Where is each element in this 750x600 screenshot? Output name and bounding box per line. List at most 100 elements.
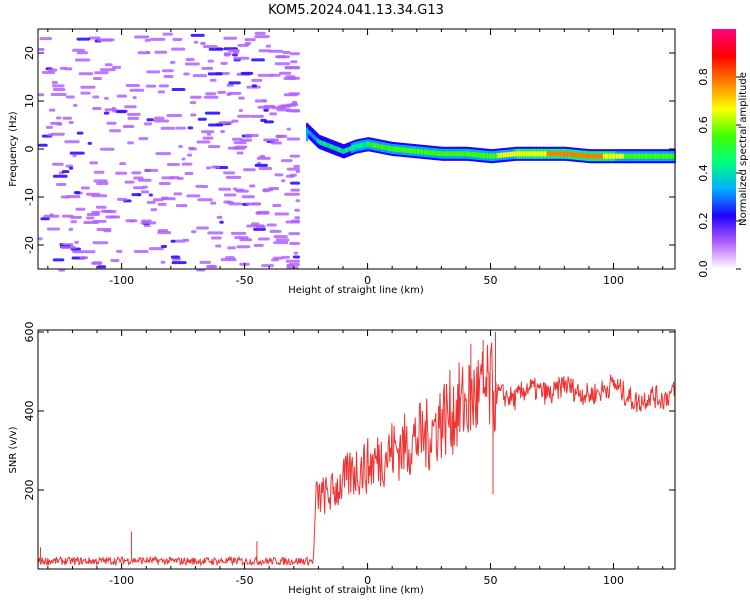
spectrogram-noise-cell xyxy=(254,163,268,167)
spectrogram-noise-cell xyxy=(257,237,270,241)
snr-xtick-label: 0 xyxy=(364,574,371,587)
spectrogram-noise-cell xyxy=(278,71,292,75)
spectrogram-noise-cell xyxy=(202,185,209,189)
spectrogram-band-cell xyxy=(588,153,592,159)
spectrogram-noise-cell xyxy=(171,88,186,92)
spectrogram-noise-cell xyxy=(52,174,68,178)
spectrogram-band-cell xyxy=(585,153,588,159)
spectrogram-noise-cell xyxy=(269,112,278,116)
spectrogram-noise-cell xyxy=(72,48,85,52)
spectrogram-band-cell xyxy=(359,143,362,149)
spectrogram-band-cell xyxy=(564,151,567,157)
spectrogram-noise-cell xyxy=(230,231,247,235)
spectrogram-noise-cell xyxy=(86,213,100,217)
spectrogram-noise-cell xyxy=(169,60,176,64)
spectrogram-noise-cell xyxy=(260,118,267,122)
spectrogram-noise-cell xyxy=(223,52,232,56)
spectrogram-band-cell xyxy=(326,142,328,148)
spectrogram-noise-cell xyxy=(93,170,105,174)
spectrogram-noise-cell xyxy=(289,241,300,245)
spectrogram-noise-cell xyxy=(103,111,110,115)
spectrogram-band-cell xyxy=(513,151,516,157)
spectrogram-band-cell xyxy=(632,153,636,159)
spectrogram-band-cell xyxy=(661,153,666,159)
spectrogram-band-cell xyxy=(627,153,631,159)
spectrogram-noise-cell xyxy=(210,201,217,205)
spectrogram-noise-cell xyxy=(40,217,50,221)
spectrogram-band-cell xyxy=(319,139,321,145)
spectrogram-band-cell xyxy=(352,145,355,151)
spectrogram-band-cell xyxy=(380,144,383,150)
spectrogram-noise-cell xyxy=(175,204,188,208)
spectrogram-noise-cell xyxy=(258,49,271,53)
spectrogram-ytick-label: -10 xyxy=(23,188,36,206)
spectrogram-noise-cell xyxy=(254,99,268,103)
spectrogram-noise-cell xyxy=(190,95,202,99)
spectrogram-band-cell xyxy=(334,145,336,151)
spectrogram-noise-cell xyxy=(238,96,245,100)
spectrogram-noise-cell xyxy=(160,244,168,248)
spectrogram-noise-cell xyxy=(286,127,291,131)
spectrogram-noise-cell xyxy=(263,138,279,142)
spectrogram-noise-cell xyxy=(244,38,256,42)
spectrogram-noise-cell xyxy=(261,264,274,268)
spectrogram-band-cell xyxy=(329,143,332,149)
spectrogram-noise-cell xyxy=(184,171,194,175)
spectrogram-band-cell xyxy=(369,142,372,148)
spectrogram-band-cell xyxy=(651,153,655,159)
spectrogram-noise-cell xyxy=(220,61,228,65)
spectrogram-noise-cell xyxy=(160,126,176,130)
spectrogram-band-cell xyxy=(546,151,550,157)
spectrogram-noise-cell xyxy=(181,162,193,166)
spectrogram-noise-cell xyxy=(184,62,200,66)
spectrogram-noise-cell xyxy=(72,250,85,254)
spectrogram-noise-cell xyxy=(283,93,298,97)
spectrogram-band-cell xyxy=(629,153,632,159)
spectrogram-band-cell xyxy=(656,153,660,159)
spectrogram-xtick-label: -50 xyxy=(236,274,254,287)
spectrogram-noise-cell xyxy=(220,130,225,134)
spectrogram-noise-cell xyxy=(126,112,141,116)
spectrogram-noise-cell xyxy=(52,162,64,166)
spectrogram-band-cell xyxy=(478,152,481,158)
snr-xtick-label: -100 xyxy=(109,574,134,587)
spectrogram-band-cell xyxy=(553,151,557,157)
spectrogram-band-cell xyxy=(333,145,335,151)
spectrogram-band-cell xyxy=(502,152,506,158)
spectrogram-band-cell xyxy=(372,142,375,148)
spectrogram-band-cell xyxy=(416,148,420,154)
spectrogram-band-cell xyxy=(574,152,578,158)
spectrogram-band-cell xyxy=(530,151,534,157)
spectrogram-band-cell xyxy=(625,153,629,159)
spectrogram-noise-cell xyxy=(170,255,181,259)
spectrogram-noise-cell xyxy=(158,84,169,88)
spectrogram-noise-cell xyxy=(138,178,152,182)
spectrogram-noise-cell xyxy=(288,232,300,236)
spectrogram-band-cell xyxy=(608,153,611,159)
spectrogram-noise-cell xyxy=(86,192,101,196)
spectrogram-noise-cell xyxy=(187,153,192,157)
spectrogram-noise-cell xyxy=(38,48,45,52)
spectrogram-noise-cell xyxy=(226,83,234,87)
spectrogram-noise-cell xyxy=(289,52,300,56)
spectrogram-band-cell xyxy=(407,148,411,154)
spectrogram-band-cell xyxy=(602,153,606,159)
snr-xlabel: Height of straight line (km) xyxy=(288,585,424,596)
colorbar-tick-label: 0.8 xyxy=(697,68,710,86)
spectrogram-noise-cell xyxy=(148,247,164,251)
spectrogram-noise-cell xyxy=(153,119,170,123)
spectrogram-band-cell xyxy=(520,151,523,157)
spectrogram-noise-cell xyxy=(72,154,77,158)
spectrogram-noise-cell xyxy=(251,58,265,62)
spectrogram-noise-cell xyxy=(281,159,293,163)
spectrogram-band-cell xyxy=(653,153,658,159)
spectrogram-band-cell xyxy=(317,138,320,144)
spectrogram-noise-cell xyxy=(162,32,174,36)
spectrogram-noise-cell xyxy=(150,208,158,212)
spectrogram-noise-cell xyxy=(157,90,165,94)
spectrogram-noise-cell xyxy=(155,152,172,156)
spectrogram-noise-cell xyxy=(285,220,300,224)
spectrogram-band-cell xyxy=(386,145,388,151)
spectrogram-noise-cell xyxy=(259,155,266,159)
